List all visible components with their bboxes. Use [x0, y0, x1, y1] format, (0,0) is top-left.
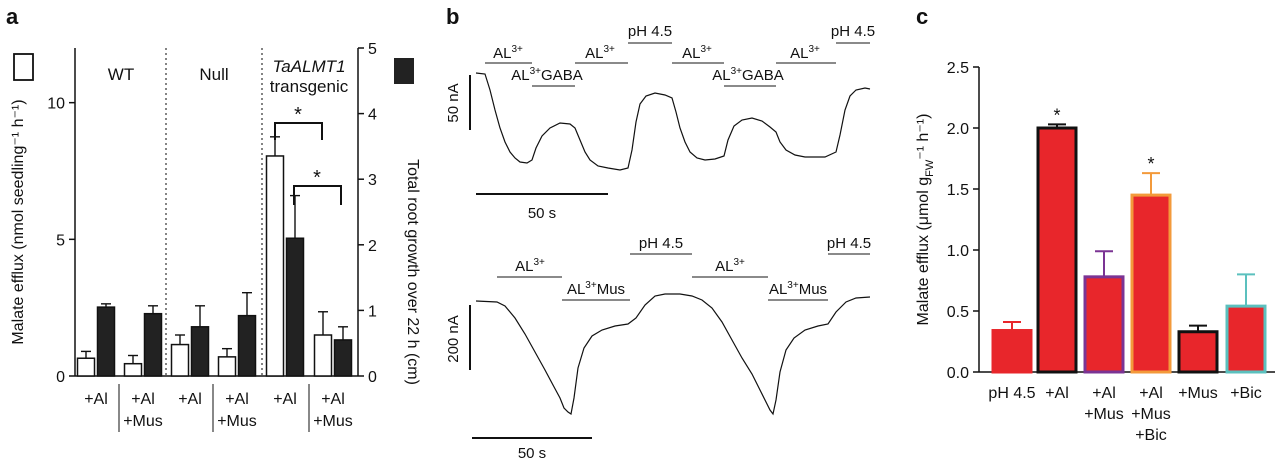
y-axis-label: Malate efflux (μmol gFW⁻¹ h⁻¹): [915, 114, 936, 326]
x-category-label: +Mus: [313, 413, 353, 430]
y-tick-label: 1.0: [947, 243, 969, 260]
bar: [172, 345, 189, 376]
scale-label-time: 50 s: [528, 205, 556, 222]
solution-label: AL3+Mus: [567, 280, 625, 298]
x-category-label: +Al: [84, 391, 108, 408]
solution-label: AL3+: [790, 44, 820, 62]
x-category-label: +Al: [178, 391, 202, 408]
bar: [239, 316, 256, 376]
current-trace-bottom: [476, 294, 870, 414]
legend-open-box: [14, 54, 33, 80]
panel-b-letter: b: [446, 4, 459, 29]
bar: [1132, 195, 1170, 372]
solution-label: pH 4.5: [639, 235, 683, 252]
solution-label: pH 4.5: [628, 23, 672, 40]
solution-label: AL3+: [682, 44, 712, 62]
bar: [1179, 332, 1217, 372]
solution-label: AL3+GABA: [511, 66, 582, 84]
x-category-label: +Mus: [123, 413, 163, 430]
right-axis-label: Total root growth over 22 h (cm): [404, 159, 421, 385]
solution-label: AL3+: [715, 257, 745, 275]
left-tick-label: 10: [47, 96, 65, 113]
bar: [98, 307, 115, 376]
panel-a: a 0 5 10 0 1 2 3 4 5 Malate efflux (nmol seedling…: [6, 4, 421, 432]
panel-c: c 0.0 0.5 1.0 1.5 2.0 2.5 Malate efflux (μmol …: [915, 4, 1275, 444]
x-category-label: +Mus: [1178, 385, 1218, 402]
bar: [78, 358, 95, 376]
x-category-label: +Mus: [217, 413, 257, 430]
panel-c-letter: c: [916, 4, 928, 29]
right-tick-label: 2: [368, 238, 377, 255]
x-category-label: pH 4.5: [988, 385, 1035, 402]
right-tick-label: 3: [368, 172, 377, 189]
left-tick-label: 0: [56, 369, 65, 386]
left-axis-label: Malate efflux (nmol seedling⁻¹ h⁻¹): [10, 99, 27, 344]
solution-label: AL3+: [585, 44, 615, 62]
scale-label-current: 200 nA: [445, 315, 462, 363]
bar: [335, 340, 352, 376]
right-tick-label: 1: [368, 303, 377, 320]
bar: [145, 314, 162, 376]
bar: [219, 357, 236, 376]
significance-star: *: [1053, 105, 1060, 125]
solution-label: AL3+Mus: [769, 280, 827, 298]
panel-a-letter: a: [6, 4, 19, 29]
bar: [1038, 128, 1076, 372]
right-tick-label: 0: [368, 369, 377, 386]
y-tick-label: 0.5: [947, 304, 969, 321]
group-label-transgenic: transgenic: [270, 77, 349, 96]
group-label-null: Null: [199, 65, 228, 84]
significance-star: *: [313, 167, 321, 189]
x-category-label: +Al: [273, 391, 297, 408]
solution-label: pH 4.5: [831, 23, 875, 40]
right-tick-label: 4: [368, 107, 377, 124]
x-category-label: +Al: [1045, 385, 1069, 402]
x-category-label: +Al: [321, 391, 345, 408]
y-tick-label: 1.5: [947, 182, 969, 199]
scale-label-time: 50 s: [518, 445, 546, 462]
scale-label-current: 50 nA: [445, 83, 462, 122]
x-category-label: +Al: [131, 391, 155, 408]
bar: [287, 238, 304, 376]
y-tick-label: 2.5: [947, 60, 969, 77]
y-tick-label: 0.0: [947, 365, 969, 382]
solution-label: AL3+GABA: [712, 66, 783, 84]
bar: [315, 335, 332, 376]
bar: [993, 331, 1031, 372]
solution-label: AL3+: [493, 44, 523, 62]
bar: [1227, 306, 1265, 372]
significance-star: *: [1147, 154, 1154, 174]
legend-filled-box: [394, 58, 414, 84]
x-category-label: +Bic: [1230, 385, 1262, 402]
x-category-label: +Mus: [1084, 406, 1124, 423]
bar: [192, 327, 209, 376]
bar: [1085, 277, 1123, 372]
bar: [125, 364, 142, 376]
right-tick-label: 5: [368, 41, 377, 58]
x-category-label: +Al: [1139, 385, 1163, 402]
x-category-label: +Al: [1092, 385, 1116, 402]
x-category-label: +Al: [225, 391, 249, 408]
solution-label: AL3+: [515, 257, 545, 275]
x-category-label: +Bic: [1135, 427, 1167, 444]
significance-star: *: [294, 104, 302, 126]
group-label-transgene-name: TaALMT1: [272, 57, 345, 76]
left-tick-label: 5: [56, 232, 65, 249]
solution-label: pH 4.5: [827, 235, 871, 252]
y-tick-label: 2.0: [947, 121, 969, 138]
bar: [267, 156, 284, 376]
x-category-label: +Mus: [1131, 406, 1171, 423]
group-label-wt: WT: [108, 65, 134, 84]
current-trace-top: [476, 73, 870, 170]
